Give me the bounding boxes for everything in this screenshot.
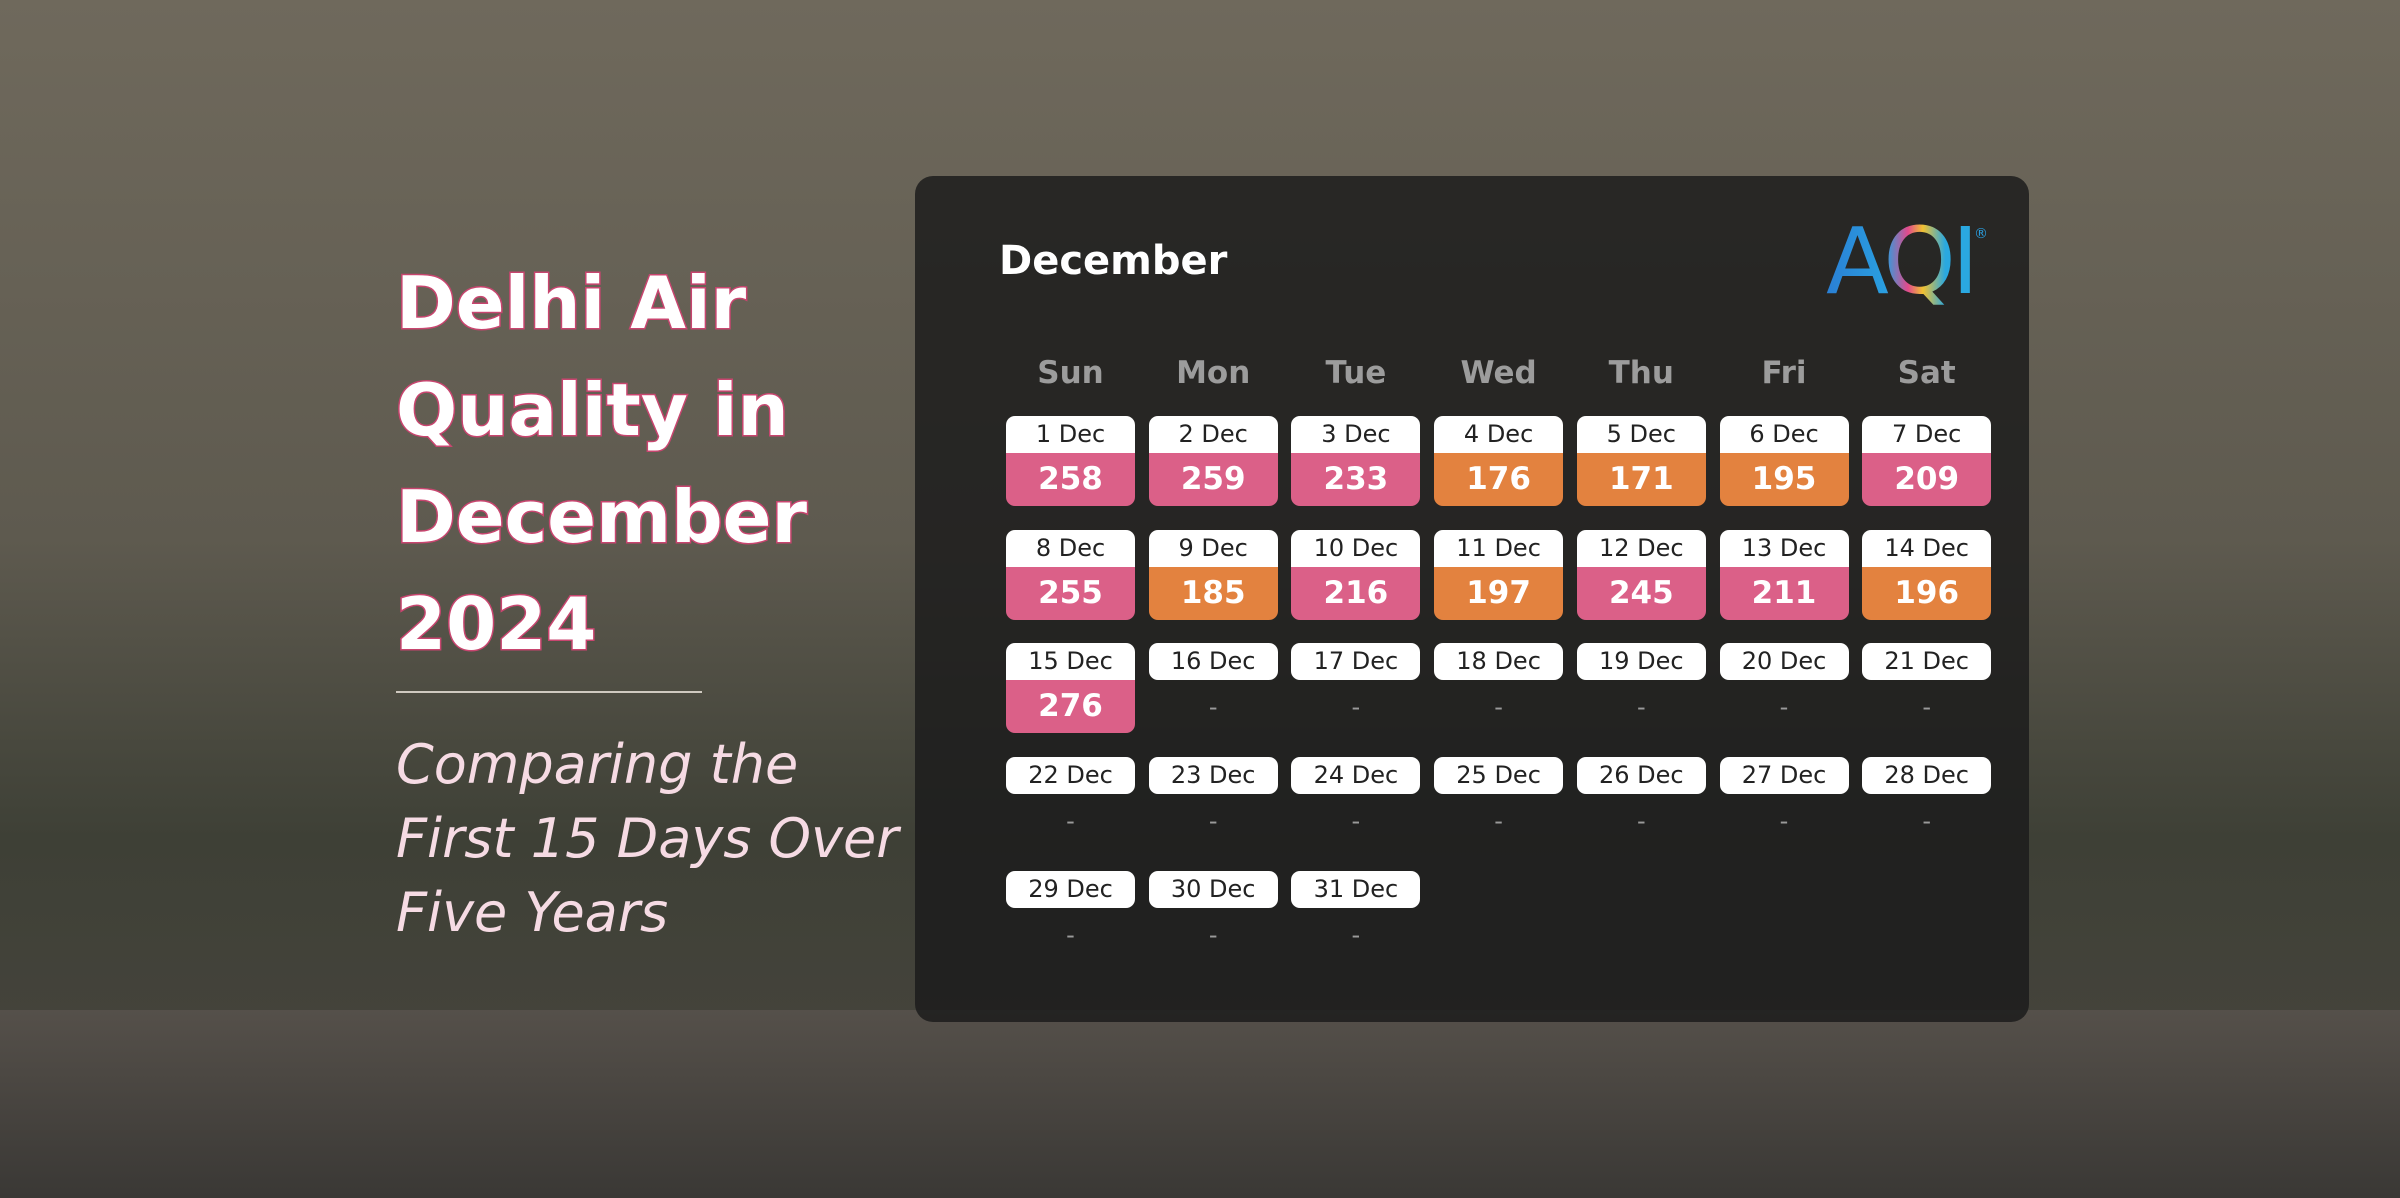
aqi-value: - [1922,807,1932,836]
date-label: 9 Dec [1148,529,1278,567]
date-label: 12 Dec [1576,529,1706,567]
date-label: 21 Dec [1862,643,1992,681]
subtitle: Comparing the First 15 Days Over Five Year… [396,728,898,950]
date-label: 16 Dec [1148,643,1278,681]
date-label: 26 Dec [1576,757,1706,795]
aqi-value: 195 [1719,453,1849,506]
subtitle-line: Five Years [396,881,669,944]
aqi-value: 258 [1006,453,1135,506]
aqi-value: - [1351,920,1361,949]
title-line: 2024 [394,581,597,668]
date-label: 22 Dec [1006,757,1135,795]
date-label: 27 Dec [1719,757,1849,795]
aqi-value: - [1636,693,1646,722]
weekday-label: Tue [1325,355,1387,391]
date-label: 11 Dec [1434,529,1564,567]
date-label: 19 Dec [1576,643,1706,681]
date-label: 2 Dec [1148,416,1278,453]
aqi-value: - [1208,920,1218,949]
date-label: 25 Dec [1434,757,1564,795]
aqi-logo: AQI [1826,208,1979,315]
aqi-value: 197 [1434,566,1564,620]
subtitle-line: First 15 Days Over [396,807,899,870]
weekday-label: Thu [1608,355,1674,391]
aqi-value: - [1636,807,1646,836]
aqi-value: 176 [1434,453,1564,506]
date-label: 29 Dec [1006,870,1135,908]
date-label: 14 Dec [1862,529,1992,567]
date-label: 13 Dec [1719,529,1849,567]
aqi-value: 209 [1862,453,1992,506]
aqi-value: 233 [1291,453,1421,506]
weekday-label: Wed [1460,355,1537,391]
aqi-value: - [1779,693,1789,722]
aqi-value: 185 [1148,566,1278,620]
background-road [0,1010,2400,1198]
date-label: 18 Dec [1434,643,1564,681]
title: Delhi Air Quality in December 2024 [394,250,808,678]
weekday-label: Sun [1037,355,1104,391]
weekday-label: Fri [1761,355,1807,391]
date-label: 28 Dec [1862,757,1992,795]
title-line: Delhi Air [394,260,747,347]
aqi-value: 216 [1291,566,1421,620]
logo-mark: ® [1974,226,1988,242]
aqi-value: - [1494,693,1503,722]
title-line: Quality in [394,367,790,454]
date-label: 7 Dec [1862,416,1992,453]
aqi-value: 171 [1576,453,1706,506]
aqi-value: - [1351,807,1361,836]
month-label: December [999,238,1228,284]
date-label: 4 Dec [1434,416,1564,453]
date-label: 24 Dec [1291,757,1421,795]
date-label: 15 Dec [1006,643,1135,681]
aqi-value: - [1494,807,1503,836]
aqi-value: 196 [1862,566,1992,620]
aqi-value: - [1208,807,1218,836]
divider [396,691,702,693]
subtitle-line: Comparing the [396,733,799,796]
date-label: 1 Dec [1006,416,1135,453]
title-line: December [394,474,808,561]
aqi-value: 255 [1006,566,1135,620]
aqi-value: - [1066,807,1075,836]
date-label: 6 Dec [1719,416,1849,453]
aqi-value: - [1351,693,1361,722]
date-label: 5 Dec [1576,416,1706,453]
date-label: 31 Dec [1291,870,1421,908]
aqi-value: - [1922,693,1932,722]
weekday-label: Sat [1897,355,1956,391]
aqi-value: 211 [1719,566,1849,620]
date-label: 8 Dec [1006,529,1135,567]
weekday-label: Mon [1176,355,1251,391]
aqi-value: 245 [1576,566,1706,620]
date-label: 17 Dec [1291,643,1421,681]
aqi-value: - [1208,693,1218,722]
date-label: 23 Dec [1148,757,1278,795]
aqi-value: 259 [1148,453,1278,506]
aqi-value: - [1779,807,1789,836]
date-label: 30 Dec [1148,870,1278,908]
aqi-value: - [1066,920,1075,949]
date-label: 20 Dec [1719,643,1849,681]
date-label: 10 Dec [1291,529,1421,567]
date-label: 3 Dec [1291,416,1421,453]
aqi-value: 276 [1006,680,1135,734]
